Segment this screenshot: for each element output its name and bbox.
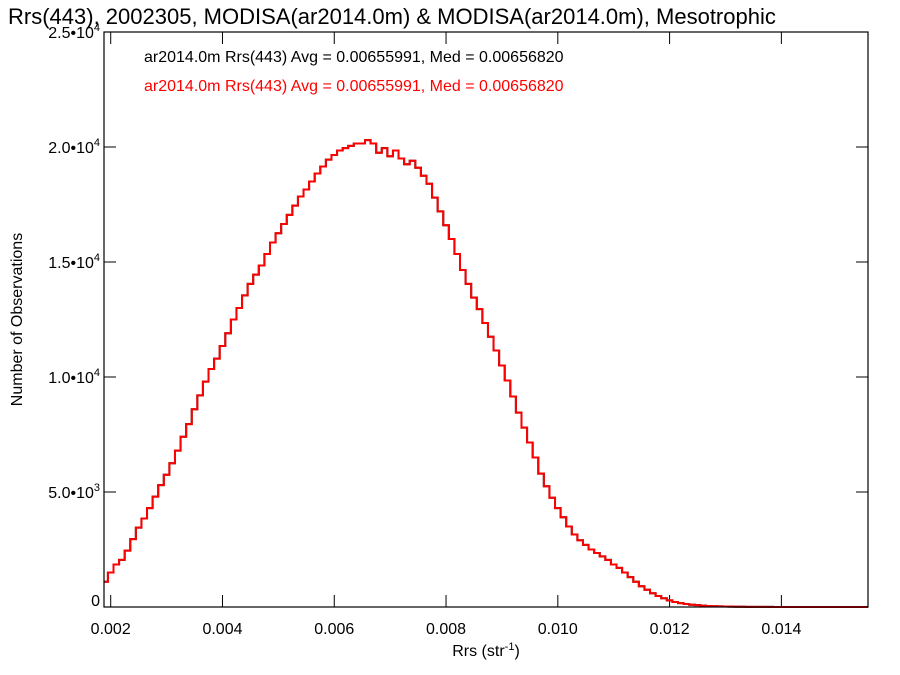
x-axis-label-suffix: ) [514,643,519,660]
plot-frame [103,31,869,608]
x-tick-label-6: 0.014 [761,621,801,638]
legend-entry-black: ar2014.0m Rrs(443) Avg = 0.00655991, Med… [144,49,564,66]
y-tick-label-3: 1.5•104 [48,252,100,272]
x-axis-label-exponent: -1 [505,641,515,653]
series-layer [104,139,868,608]
y-tick-label-4: 2.0•104 [48,137,100,157]
x-tick-label-2: 0.006 [314,621,354,638]
x-axis-ticks: 0.002 0.004 0.006 0.008 0.010 0.012 0.014 [91,32,801,638]
y-axis-ticks: 0 5.0•103 1.0•104 1.5•104 2.0•104 2.5•104 [48,22,868,610]
y-tick-label-0: 0 [91,593,100,610]
x-tick-label-0: 0.002 [91,621,131,638]
x-tick-label-4: 0.010 [538,621,578,638]
series-line-0 [104,139,868,608]
y-tick-label-5: 2.5•104 [48,22,100,42]
legend: ar2014.0m Rrs(443) Avg = 0.00655991, Med… [144,49,564,95]
x-tick-label-3: 0.008 [426,621,466,638]
y-tick-label-2: 1.0•104 [48,367,100,387]
x-tick-label-1: 0.004 [202,621,242,638]
chart-title: Rrs(443), 2002305, MODISA(ar2014.0m) & M… [8,4,776,29]
x-tick-label-5: 0.012 [650,621,690,638]
y-axis-label: Number of Observations [9,233,26,406]
legend-entry-red: ar2014.0m Rrs(443) Avg = 0.00655991, Med… [144,78,564,95]
x-axis-label-text: Rrs (str [452,643,505,660]
x-axis-label: Rrs (str-1) [452,641,520,660]
series-line-1 [104,139,868,608]
y-tick-label-1: 5.0•103 [48,482,100,502]
